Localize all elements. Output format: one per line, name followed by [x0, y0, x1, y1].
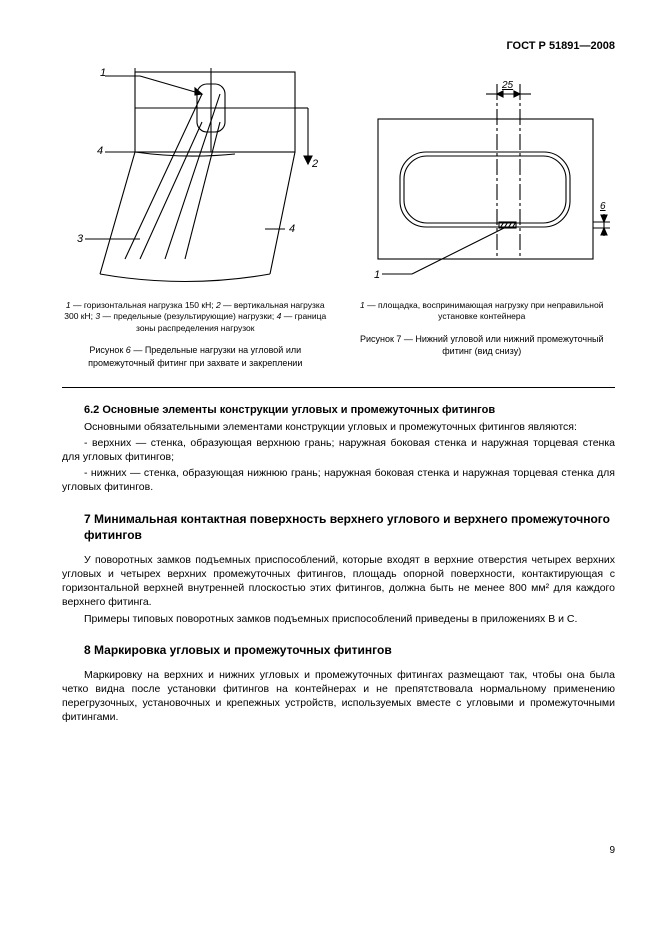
page-number: 9 — [62, 845, 615, 856]
fig7-dim-6: 6 — [600, 201, 606, 212]
figure-7-legend: 1 — площадка, воспринимающая нагрузку пр… — [349, 300, 616, 323]
section-6-2-title: 6.2 Основные элементы конструкции угловы… — [62, 404, 615, 416]
section-7-para2: Примеры типовых поворотных замков подъем… — [62, 612, 615, 626]
figure-6-block: 1 2 3 4 4 1 — горизонтальная нагрузка 15… — [62, 64, 329, 369]
section-8-para1: Маркировку на верхних и нижних угловых и… — [62, 668, 615, 725]
fig6-label-1: 1 — [100, 67, 106, 79]
section-7-para1: У поворотных замков подъемных приспособл… — [62, 553, 615, 610]
figure-7-block: 25 6 1 1 — площадка, воспринимающая нагр… — [349, 64, 616, 369]
figures-row: 1 2 3 4 4 1 — горизонтальная нагрузка 15… — [62, 64, 615, 369]
figure-7-caption: Рисунок 7 — Нижний угловой или нижний пр… — [349, 333, 616, 357]
fig7-label-1: 1 — [374, 269, 380, 281]
fig6-label-2: 2 — [311, 158, 318, 170]
figure-6-caption: Рисунок 6 — Предельные нагрузки на углов… — [62, 344, 329, 368]
fig7-dim-25: 25 — [501, 80, 514, 91]
section-6-2-para1: Основными обязательными элементами конст… — [62, 420, 615, 434]
fig6-label-4a: 4 — [97, 145, 103, 157]
section-6-2-item1: - верхних — стенка, образующая верхнюю г… — [62, 436, 615, 464]
figure-6-legend: 1 — горизонтальная нагрузка 150 кН; 2 — … — [62, 300, 329, 334]
fig6-label-3: 3 — [77, 233, 84, 245]
section-7-title: 7 Минимальная контактная поверхность вер… — [84, 511, 615, 543]
section-divider — [62, 387, 615, 388]
fig6-label-4b: 4 — [289, 223, 295, 235]
standard-code: ГОСТ Р 51891—2008 — [62, 40, 615, 52]
section-8-title: 8 Маркировка угловых и промежуточных фит… — [84, 642, 615, 658]
document-page: ГОСТ Р 51891—2008 — [0, 0, 661, 886]
section-6-2-item2: - нижних — стенка, образующая нижнюю гра… — [62, 466, 615, 494]
figure-6-svg: 1 2 3 4 4 — [65, 64, 325, 294]
figure-7-svg: 25 6 1 — [352, 64, 612, 294]
